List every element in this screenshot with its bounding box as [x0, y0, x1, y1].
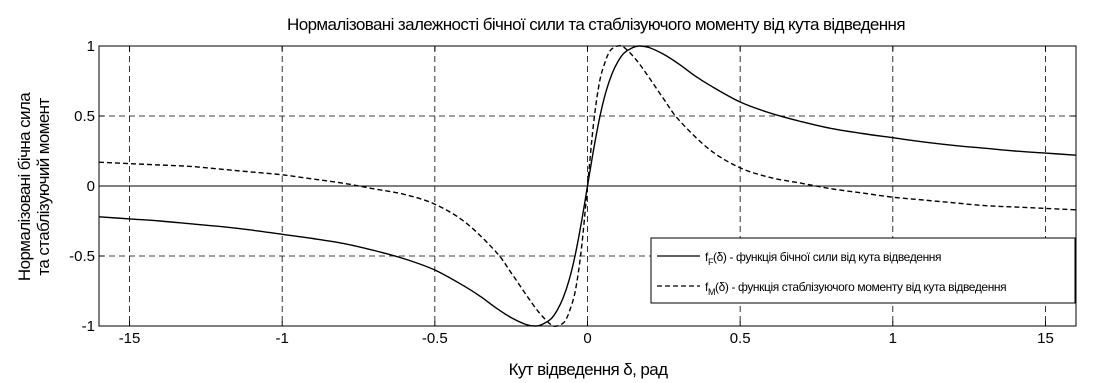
x-tick-label: 0.5: [730, 330, 751, 347]
y-tick-label: 0: [87, 178, 95, 195]
legend-entry-0-sub: F: [708, 257, 714, 267]
legend-entry-1-main: f: [705, 280, 709, 294]
chart-title: Нормалізовані залежності бічної сили та …: [287, 15, 905, 34]
y-tick-label: 0.5: [74, 108, 95, 125]
x-tick-label: -1: [276, 330, 289, 347]
series-layer: [98, 45, 1077, 327]
y-tick-label: 1: [87, 38, 95, 55]
y-tick-label: -1: [82, 318, 95, 335]
y-axis-label-line-2: та стаблізуючий момент: [34, 98, 53, 276]
legend-entry-1: fM(δ) - функція стаблізуючого моменту ві…: [705, 280, 1006, 297]
axis-ticks: -15 -1 -0.5 0 0.5 1 15 -1 -0.5 0 0.5 1: [69, 38, 1076, 347]
x-tick-label: -0.5: [422, 330, 448, 347]
legend-entry-1-text: (δ) - функція стаблізуючого моменту від …: [715, 280, 1006, 294]
y-tick-label: -0.5: [69, 248, 95, 265]
legend-entry-0-text: (δ) - функція бічної сили від кута відве…: [713, 250, 941, 264]
x-tick-label: -15: [119, 330, 141, 347]
x-tick-label: 0: [583, 330, 591, 347]
y-axis-label-line-1: Нормалізовані бічна сила: [15, 92, 34, 281]
x-tick-label: 1: [889, 330, 897, 347]
x-tick-label: 15: [1037, 330, 1054, 347]
legend-box: [650, 237, 1076, 304]
series-line-F: [98, 45, 1077, 327]
y-axis-label: Нормалізовані бічна сила та стаблізуючий…: [15, 92, 53, 281]
series-line-M: [98, 45, 1077, 327]
x-axis-label: Кут відведення δ, рад: [509, 360, 668, 379]
legend-entry-0: fF(δ) - функція бічної сили від кута від…: [705, 250, 941, 267]
legend-entry-1-sub: M: [708, 287, 715, 297]
legend-entry-0-main: f: [705, 250, 709, 264]
legend: fF(δ) - функція бічної сили від кута від…: [650, 237, 1076, 304]
